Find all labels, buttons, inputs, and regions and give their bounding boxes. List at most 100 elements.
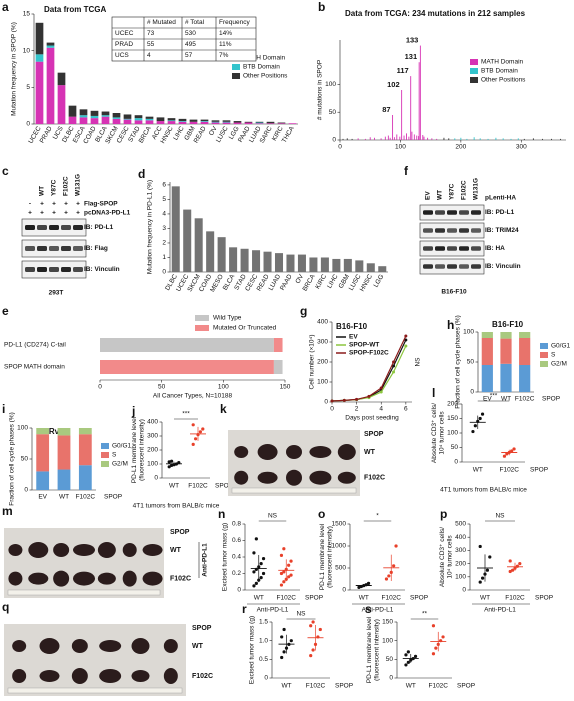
bar-segment [277, 122, 286, 124]
panel-letter: s [365, 602, 372, 616]
x-tick-label: KIRC [314, 273, 328, 290]
legend-label: G2/M [551, 361, 567, 368]
chart-title: Data from TCGA: 234 mutations in 212 sam… [345, 9, 526, 18]
residue-label: 87 [382, 105, 390, 114]
bar-segment [79, 117, 88, 124]
y-tick-label: 0 [237, 587, 241, 594]
residue-label: 117 [397, 66, 409, 75]
x-tick-label: WT [359, 595, 369, 602]
blot-band [435, 264, 445, 269]
blot-band [459, 210, 469, 215]
series-marker [379, 390, 383, 394]
x-axis-label: All Cancer Types, N=10188 [153, 393, 233, 400]
series-marker [355, 397, 359, 401]
legend-label: G0/G1 [551, 343, 571, 350]
cell-line: B16-F10 [441, 289, 467, 296]
y-tick-label: 200 [447, 401, 458, 408]
table-cell: 7% [219, 52, 229, 59]
y-tick-label: 0 [264, 675, 268, 682]
blot-band [61, 224, 71, 231]
tumor [28, 572, 49, 585]
y-tick-label: 100 [447, 430, 458, 437]
x-tick-label: 50 [158, 384, 166, 391]
bar-segment [244, 122, 253, 124]
photo-header: SPOP [192, 625, 212, 632]
chart-title: B16-F10 [492, 320, 524, 329]
bar-segment [481, 338, 493, 365]
data-point [431, 624, 436, 628]
legend-label: S [112, 452, 117, 459]
y-axis-label: PD-L1 membrane level [366, 616, 373, 683]
bar-segment [134, 120, 143, 124]
antibody-label: IB: Vinculin [485, 263, 521, 270]
data-point [311, 648, 315, 652]
blot-band [73, 266, 83, 273]
x-tick-label: F102C [276, 595, 296, 602]
y-tick-label: 4 [162, 211, 166, 218]
y-tick-label: 0 [26, 121, 30, 128]
series-marker [367, 394, 371, 398]
bar-segment [222, 122, 231, 124]
y-axis-label: (fluorescent intensity) [374, 619, 381, 681]
x-tick-label: WT [59, 494, 69, 501]
row-label: WT [170, 547, 182, 554]
table-cell: PRAD [115, 41, 133, 48]
table-cell: 11% [219, 41, 232, 48]
x-tick-label: WT [169, 483, 179, 490]
data-point [259, 562, 263, 566]
y-axis-label: Absolute CD3⁺ cells/ [439, 527, 446, 587]
legend-label: SPOP-F102C [349, 350, 389, 357]
x-tick-label: EV [38, 494, 47, 501]
x-tick-label: LGG [373, 273, 386, 288]
group-label: SPOP [104, 494, 122, 501]
y-tick-label: 100 [147, 461, 158, 468]
y-tick-label: 100 [17, 425, 28, 432]
bar-segment [112, 117, 121, 119]
bar-segment [112, 113, 121, 118]
bar-segment [101, 115, 110, 117]
bar-segment [200, 121, 209, 122]
x-tick-label: EV [483, 396, 492, 403]
x-tick-label: THCA [281, 125, 296, 144]
bar-segment [35, 22, 44, 55]
blot-band [25, 224, 35, 231]
legend-label: Mutated Or Truncated [213, 325, 277, 332]
group-label: SPOP [335, 683, 353, 690]
legend-label: BTB Domain [481, 68, 518, 75]
y-axis-label: Absolute CD3⁺ cells/ [431, 403, 438, 463]
blot-band [423, 246, 433, 251]
blot-band [61, 245, 71, 252]
antibody-label: IB: Flag [84, 245, 108, 252]
y-tick-label: 0 [342, 587, 346, 594]
blot-band [459, 246, 469, 251]
bar [171, 186, 180, 272]
bar [229, 247, 238, 272]
y-tick-label: 200 [455, 560, 466, 567]
y-tick-label: 0 [462, 587, 466, 594]
y-axis-label: 10⁴ tumor cells [447, 535, 454, 579]
data-point [406, 660, 410, 664]
data-point [318, 627, 322, 632]
row-label: WT [364, 449, 376, 456]
y-axis-label: PD-L1 membrane level [131, 416, 138, 483]
tumor [131, 670, 150, 682]
bar-segment [112, 118, 121, 124]
bar-segment [90, 118, 99, 124]
data-point [261, 557, 266, 561]
y-tick-label: 50 [451, 444, 459, 451]
legend-label: Other Positions [243, 73, 288, 80]
bar-segment [35, 54, 44, 62]
bar [240, 248, 249, 272]
y-tick-label: 0 [389, 675, 393, 682]
legend-swatch [101, 461, 109, 467]
table-cell: 55 [147, 41, 155, 48]
data-point [512, 447, 516, 451]
y-tick-label: 15 [23, 11, 31, 18]
bar-segment [255, 122, 264, 124]
bar-segment [36, 434, 50, 472]
y-tick-label: 0 [324, 399, 328, 406]
tumor [53, 543, 70, 557]
bar-segment [255, 121, 264, 123]
y-tick-label: 0 [162, 269, 166, 276]
x-tick-label: WT [281, 683, 291, 690]
